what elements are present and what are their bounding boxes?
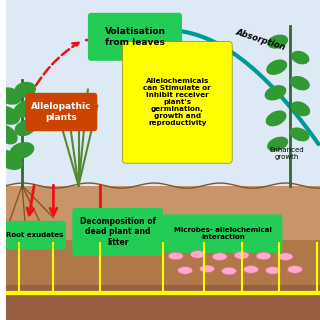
Bar — [6, 186, 320, 240]
Ellipse shape — [14, 120, 36, 136]
Ellipse shape — [221, 267, 236, 275]
Ellipse shape — [10, 142, 34, 159]
Ellipse shape — [265, 267, 281, 274]
Text: Root exudates: Root exudates — [6, 232, 63, 238]
Text: Decomposition of
dead plant and
litter: Decomposition of dead plant and litter — [80, 217, 156, 247]
Ellipse shape — [290, 127, 309, 141]
FancyBboxPatch shape — [88, 13, 182, 61]
Ellipse shape — [256, 252, 271, 260]
Ellipse shape — [290, 76, 310, 91]
Ellipse shape — [0, 124, 18, 144]
Ellipse shape — [265, 85, 286, 100]
Text: Microbes- allelochemical
interaction: Microbes- allelochemical interaction — [174, 227, 272, 240]
Text: Volatisation
from leaves: Volatisation from leaves — [104, 27, 165, 46]
Ellipse shape — [0, 150, 23, 170]
Ellipse shape — [278, 253, 293, 260]
Ellipse shape — [0, 87, 22, 105]
FancyBboxPatch shape — [3, 221, 66, 250]
Text: Allelopathic
plants: Allelopathic plants — [31, 102, 92, 122]
FancyBboxPatch shape — [25, 93, 97, 131]
Text: Allelochemicals
can Stimulate or
Inhibit receiver
plant's
germination,
growth an: Allelochemicals can Stimulate or Inhibit… — [143, 78, 211, 126]
Ellipse shape — [291, 101, 310, 116]
FancyBboxPatch shape — [163, 214, 282, 253]
Ellipse shape — [200, 265, 215, 273]
Ellipse shape — [287, 266, 302, 273]
Ellipse shape — [14, 82, 36, 97]
Ellipse shape — [13, 100, 37, 118]
Ellipse shape — [266, 60, 287, 75]
FancyBboxPatch shape — [123, 42, 232, 163]
Bar — [6, 240, 320, 285]
Ellipse shape — [266, 110, 286, 126]
Text: Enhanced
growth: Enhanced growth — [270, 147, 304, 160]
Ellipse shape — [212, 253, 227, 260]
Ellipse shape — [190, 251, 205, 258]
Ellipse shape — [267, 137, 288, 151]
Ellipse shape — [234, 252, 249, 259]
Ellipse shape — [178, 267, 193, 274]
Ellipse shape — [267, 35, 288, 49]
Ellipse shape — [244, 266, 259, 273]
Ellipse shape — [291, 51, 309, 64]
Bar — [6, 285, 320, 320]
Ellipse shape — [168, 252, 183, 260]
Bar — [6, 0, 320, 186]
Text: Absorption: Absorption — [234, 28, 286, 52]
Ellipse shape — [0, 106, 20, 125]
FancyBboxPatch shape — [72, 208, 163, 256]
